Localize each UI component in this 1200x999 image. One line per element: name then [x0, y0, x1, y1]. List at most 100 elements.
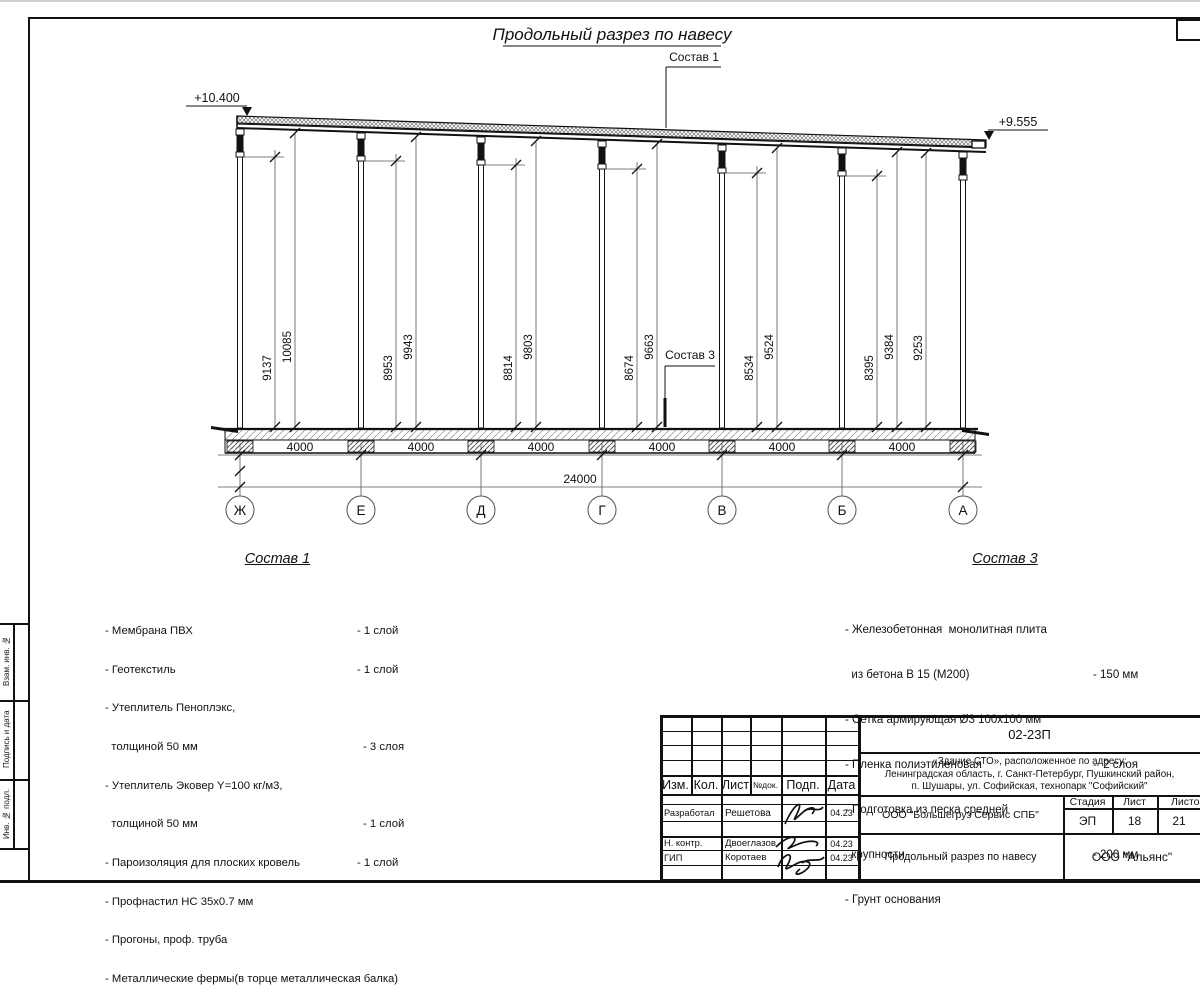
list-item: крупности - 200 мм [845, 849, 1139, 861]
tb-name: Коротаев [725, 852, 767, 863]
horizontal-dimensions: 4000 4000 4000 4000 4000 4000 24000 [218, 440, 982, 496]
column [717, 144, 727, 429]
frame-top-border [28, 17, 1200, 19]
list-item: - Геотекстиль - 1 слой [105, 663, 399, 676]
slab-edge-right [962, 429, 989, 436]
svg-text:8953: 8953 [383, 355, 395, 381]
column [356, 132, 366, 429]
frame-left-border [28, 17, 30, 882]
svg-text:Состав 3: Состав 3 [665, 348, 715, 362]
tb-col-ndok: №док. [753, 779, 778, 790]
axis-label: Ж [234, 503, 247, 518]
svg-text:4000: 4000 [649, 440, 676, 454]
signature [775, 836, 825, 875]
elevation-right: +9.555 [984, 115, 1048, 140]
total-dimension: 24000 [563, 472, 597, 486]
tb-col-izm: Изм. [662, 777, 689, 792]
tb-sheet-value: 18 [1127, 814, 1142, 828]
list-item: - Утеплитель Пеноплэкс, [105, 702, 236, 715]
svg-text:10085: 10085 [282, 331, 294, 363]
callout-sostav3: Состав 3 [663, 348, 715, 427]
tb-document-code: 02-23П [1008, 727, 1051, 742]
column [235, 128, 245, 429]
svg-text:4000: 4000 [528, 440, 555, 454]
axis-label: А [958, 503, 967, 518]
axis-label: Г [598, 503, 606, 518]
tb-project-address: «Здание СТО», расположенное по адресу: Л… [884, 756, 1175, 793]
tb-stage-value: ЭП [1078, 814, 1097, 828]
section-drawing: Продольный разрез по навесу Состав 1 +10… [186, 25, 1048, 525]
side-stamp-cell-inv: Инв. № подл. [2, 788, 11, 839]
callout-sostav1: Состав 1 [665, 50, 721, 128]
frame-bottom-border [0, 880, 1200, 883]
tb-organization: ООО "Альянс" [1091, 849, 1173, 864]
tb-name: Двоеглазов [725, 838, 776, 849]
tb-date: 04.23 [830, 838, 853, 849]
axis-label: Д [476, 503, 485, 518]
signature [784, 803, 824, 825]
tb-sheets-value: 21 [1172, 814, 1186, 828]
tb-col-data: Дата [827, 777, 856, 792]
sostav1-heading: Состав 1 [244, 551, 311, 567]
svg-text:9943: 9943 [403, 334, 415, 360]
svg-text:4000: 4000 [889, 440, 916, 454]
svg-text:8395: 8395 [864, 355, 876, 381]
vertical-dimension-labels: 9137 10085 8953 9943 8814 9803 8674 9663… [262, 331, 925, 381]
list-item: - Мембрана ПВХ - 1 слой [105, 624, 399, 637]
vertical-dimensions [243, 133, 927, 427]
list-item: из бетона В 15 (М200) - 150 мм [845, 669, 1139, 681]
svg-text:4000: 4000 [769, 440, 796, 454]
tb-sheets-label: Листов [1170, 795, 1200, 808]
tb-role: Н. контр. [664, 838, 703, 848]
list-item: - Пленка полиэтиленовая - 2 слоя [845, 759, 1139, 771]
elevation-left: +10.400 [186, 91, 252, 116]
svg-text:9663: 9663 [644, 334, 656, 360]
list-item: - Грунт основания [845, 894, 941, 906]
tb-col-list: Лист [721, 777, 750, 792]
page-bottom-edge [0, 0, 1200, 2]
side-stamp-cell-podpis: Подпись и дата [2, 710, 11, 769]
svg-text:8534: 8534 [744, 355, 756, 381]
column [597, 140, 607, 429]
svg-text:9384: 9384 [884, 334, 896, 360]
svg-text:8814: 8814 [503, 355, 515, 381]
svg-text:4000: 4000 [408, 440, 435, 454]
ground-slab [211, 426, 989, 454]
tb-drawing-name: Продольный разрез по навесу [884, 850, 1037, 863]
list-item: - Подготовка из песка средней [845, 804, 1009, 816]
list-item: - Пароизоляция для плоских кровель - 1 сл… [105, 857, 399, 870]
column [837, 147, 847, 429]
title-block: Изм. Кол. Лист №док. Подп. Дата Разработ… [660, 715, 1200, 881]
side-stamp-cell-vzam: Взам. инв. № [2, 636, 11, 687]
tb-company: ООО "Большегруз Сервис СПБ" [882, 809, 1039, 821]
dimension-ticks [269, 127, 932, 433]
svg-text:9803: 9803 [523, 334, 535, 360]
slab-edge-left [211, 426, 238, 433]
drawing-title: Продольный разрез по навесу [493, 25, 733, 44]
svg-text:4000: 4000 [287, 440, 314, 454]
corner-stamp-box [1176, 19, 1200, 41]
sostav3-heading: Состав 3 [972, 551, 1038, 567]
svg-text:8674: 8674 [624, 355, 636, 381]
list-item: - Прогоны, проф. труба [105, 934, 228, 947]
tb-role: ГИП [664, 853, 683, 863]
sostav3-list: - Железобетонная монолитная плита из бет… [845, 593, 1200, 923]
svg-text:9524: 9524 [764, 334, 776, 360]
tb-sheet-label: Лист [1123, 795, 1146, 808]
side-stamp: Взам. инв. № Подпись и дата Инв. № подл. [0, 623, 29, 880]
svg-text:9253: 9253 [913, 335, 925, 361]
svg-text:+9.555: +9.555 [999, 115, 1038, 129]
column [476, 136, 486, 429]
tb-name: Решетова [725, 808, 771, 819]
svg-text:+10.400: +10.400 [194, 91, 240, 105]
list-item: толщиной 50 мм - 1 слой [105, 818, 405, 831]
tb-stage-label: Стадия [1069, 795, 1106, 808]
tb-col-kol: Кол. [693, 777, 719, 792]
list-item: - Железобетонная монолитная плита [845, 624, 1047, 636]
tb-date: 04.23 [830, 853, 853, 863]
axis-label: Б [838, 503, 847, 518]
axis-label: В [717, 503, 726, 518]
roof-end-cap [971, 140, 986, 149]
axis-bubbles: Ж Е Д Г В Б А [225, 495, 978, 525]
list-item: - Профнастил НС 35х0.7 мм [105, 895, 254, 908]
